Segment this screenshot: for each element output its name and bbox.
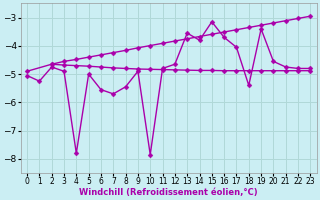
- X-axis label: Windchill (Refroidissement éolien,°C): Windchill (Refroidissement éolien,°C): [79, 188, 258, 197]
